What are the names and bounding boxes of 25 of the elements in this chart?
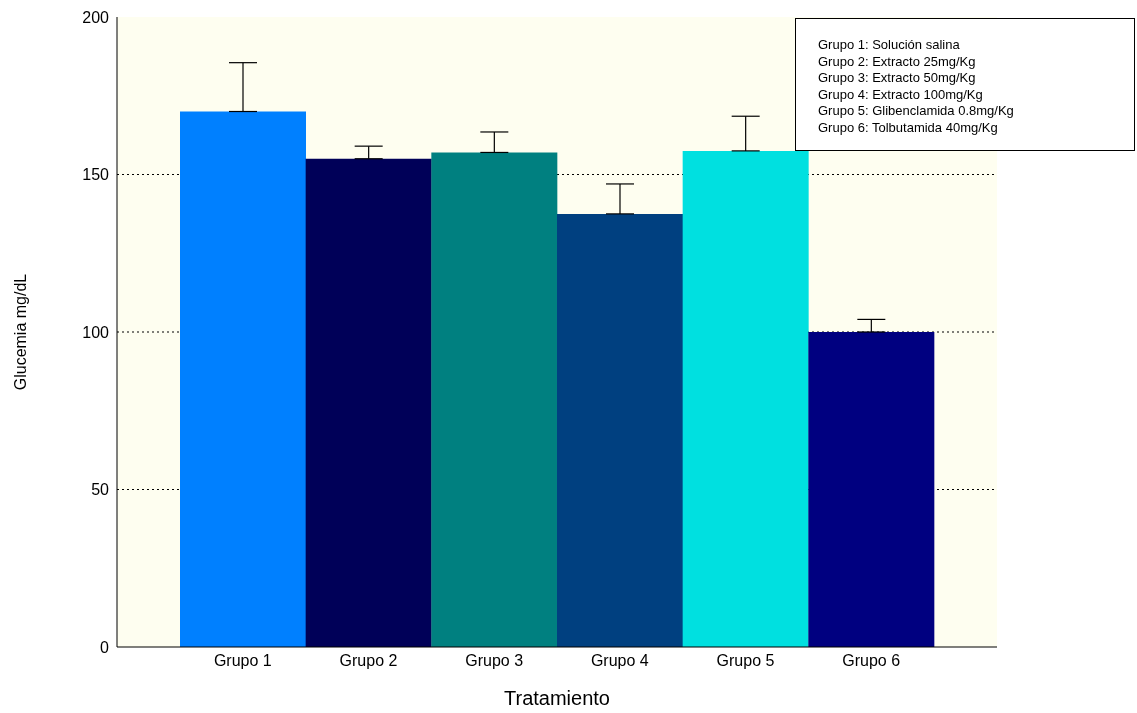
y-tick-label: 100 [82, 323, 110, 341]
bar [557, 213, 683, 647]
annotation: Grupo 2: Extracto 25mg/Kg [818, 53, 977, 70]
y-tick-label: 150 [82, 166, 110, 184]
x-tick-label: Grupo 6 [842, 652, 901, 670]
annotation: Grupo 5: Glibenclamida 0.8mg/Kg [818, 103, 1015, 120]
x-tick-label: Grupo 4 [590, 652, 649, 670]
annotation: Grupo 4: Extracto 100mg/Kg [818, 86, 984, 103]
y-tick-label: 0 [100, 638, 110, 656]
x-tick-label: Grupo 2 [339, 652, 398, 670]
bar [180, 111, 306, 647]
x-tick-label: Grupo 5 [716, 652, 775, 670]
y-axis-title: Glucemia mg/dL [11, 273, 29, 391]
x-tick-label: Grupo 3 [465, 652, 524, 670]
annotation: Grupo 3: Extracto 50mg/Kg [818, 70, 977, 87]
annotation: Grupo 1: Solución salina [818, 37, 961, 54]
bar [431, 152, 558, 647]
bar [305, 158, 432, 647]
bar [682, 150, 809, 647]
bar [808, 332, 935, 647]
annotation: Grupo 6: Tolbutamida 40mg/Kg [818, 119, 999, 136]
y-tick-label: 50 [91, 481, 110, 499]
x-tick-label: Grupo 1 [213, 652, 272, 670]
x-axis-title: Tratamiento [504, 687, 610, 709]
y-tick-label: 200 [82, 8, 110, 26]
